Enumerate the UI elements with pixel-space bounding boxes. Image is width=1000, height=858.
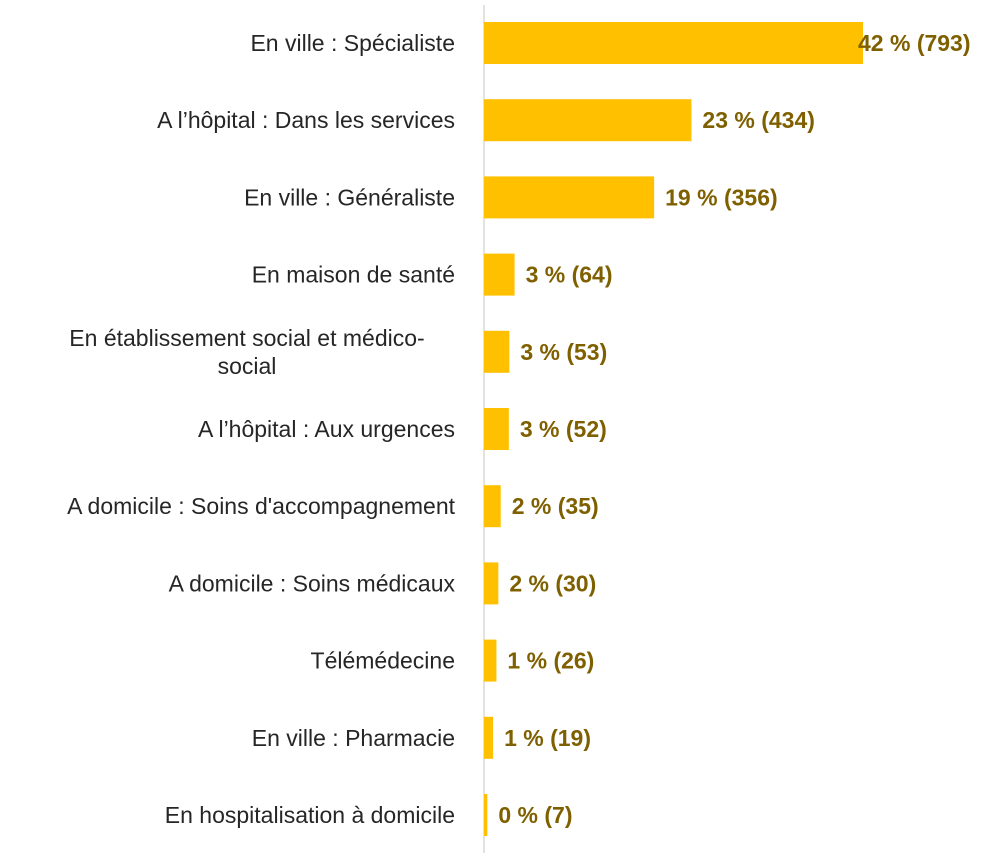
data-label: 19 % (356) [665,184,778,210]
data-label: 42 % (793) [858,30,971,56]
bar [484,176,655,219]
bar [484,99,692,142]
bar [484,794,488,836]
category-label: A l’hôpital : Aux urgences [198,416,455,442]
category-label: En établissement social et médico-social [69,325,424,379]
data-label: 23 % (434) [702,107,815,133]
bar [484,22,863,64]
bar [484,253,515,296]
category-label: A domicile : Soins d'accompagnement [67,493,456,519]
category-label: En maison de santé [252,262,455,288]
bar [484,485,501,528]
category-label: En hospitalisation à domicile [165,802,455,828]
data-label: 1 % (26) [507,648,594,674]
category-label: En ville : Généraliste [244,184,455,210]
bar [484,639,497,682]
data-label: 2 % (30) [509,570,596,596]
data-label: 3 % (64) [526,262,613,288]
category-label-line: En établissement social et médico- [69,325,424,351]
category-label: A domicile : Soins médicaux [169,570,456,596]
bar [484,562,499,605]
data-label: 2 % (35) [512,493,599,519]
category-label-line: social [218,353,277,379]
bar [484,408,509,450]
data-label: 0 % (7) [498,802,572,828]
category-label: Télémédecine [311,648,455,674]
data-label: 3 % (52) [520,416,607,442]
category-label: En ville : Spécialiste [250,30,455,56]
data-label: 1 % (19) [504,725,591,751]
bar [484,330,510,373]
bar [484,716,494,759]
data-label: 3 % (53) [520,339,607,365]
category-label: A l’hôpital : Dans les services [157,107,455,133]
category-label: En ville : Pharmacie [252,725,455,751]
